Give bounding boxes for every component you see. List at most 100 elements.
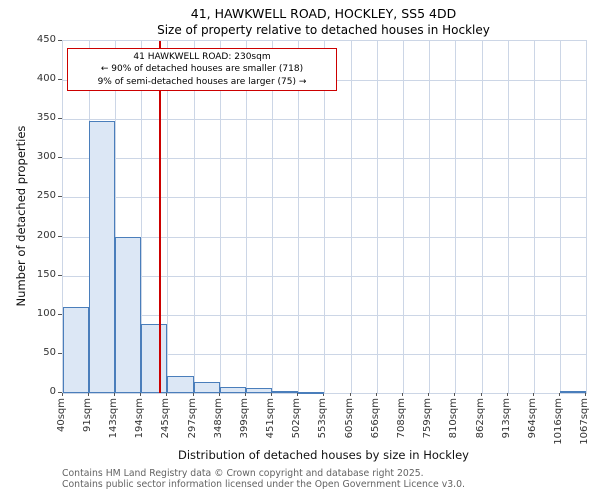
x-tick-mark bbox=[506, 393, 508, 396]
y-tick-label: 450 bbox=[36, 34, 56, 45]
grid-line-vertical bbox=[455, 41, 457, 393]
x-tick-label: 913sqm bbox=[500, 398, 512, 439]
x-tick-label: 656sqm bbox=[369, 398, 381, 439]
x-tick-label: 143sqm bbox=[108, 398, 120, 439]
x-tick-label: 708sqm bbox=[396, 398, 408, 439]
annotation-box: 41 HAWKWELL ROAD: 230sqm ← 90% of detach… bbox=[67, 48, 337, 92]
histogram-bar bbox=[115, 236, 142, 393]
chart-subtitle: Size of property relative to detached ho… bbox=[157, 23, 490, 37]
y-tick-mark bbox=[58, 79, 62, 81]
grid-line-vertical bbox=[115, 41, 117, 393]
x-tick-label: 759sqm bbox=[422, 398, 434, 439]
footer: Contains HM Land Registry data © Crown c… bbox=[62, 468, 465, 490]
grid-line-vertical bbox=[403, 41, 405, 393]
y-tick-label: 150 bbox=[36, 268, 56, 280]
x-tick-label: 1016sqm bbox=[553, 398, 565, 445]
grid-line-vertical bbox=[272, 41, 274, 393]
x-tick-mark bbox=[349, 393, 351, 396]
grid-line-vertical bbox=[141, 41, 143, 393]
x-tick-mark bbox=[140, 393, 142, 396]
x-tick-label: 348sqm bbox=[212, 398, 224, 439]
x-tick-label: 862sqm bbox=[474, 398, 486, 439]
histogram-bar bbox=[560, 391, 586, 394]
x-tick-mark bbox=[585, 393, 586, 396]
x-tick-mark bbox=[271, 393, 273, 396]
x-tick-mark bbox=[87, 393, 89, 396]
y-tick-mark bbox=[58, 392, 62, 393]
y-tick-mark bbox=[58, 352, 62, 354]
grid-line-vertical bbox=[167, 41, 169, 393]
y-tick-mark bbox=[58, 118, 62, 120]
y-tick-label: 250 bbox=[36, 190, 56, 202]
footer-line2: Contains public sector information licen… bbox=[62, 479, 465, 490]
y-tick-mark bbox=[58, 196, 62, 198]
x-tick-mark bbox=[192, 393, 194, 396]
y-tick-mark bbox=[58, 235, 62, 237]
x-tick-mark bbox=[375, 393, 377, 396]
x-tick-label: 399sqm bbox=[238, 398, 250, 439]
grid-line-vertical bbox=[324, 41, 326, 393]
x-tick-label: 40sqm bbox=[56, 398, 67, 433]
grid-line-vertical bbox=[560, 41, 562, 393]
histogram-bar bbox=[63, 306, 89, 393]
x-tick-mark bbox=[454, 393, 456, 396]
histogram-bar bbox=[88, 120, 116, 393]
x-tick-mark bbox=[323, 393, 325, 396]
histogram-bar bbox=[245, 388, 273, 393]
x-tick-mark bbox=[166, 393, 168, 396]
plot-area: 41 HAWKWELL ROAD: 230sqm ← 90% of detach… bbox=[62, 40, 587, 395]
annotation-line3: 9% of semi-detached houses are larger (7… bbox=[97, 76, 307, 87]
grid-line-vertical bbox=[533, 41, 535, 393]
histogram-bar bbox=[141, 324, 168, 393]
y-tick-label: 50 bbox=[43, 346, 56, 358]
grid-line-vertical bbox=[376, 41, 378, 393]
x-tick-label: 502sqm bbox=[291, 398, 303, 439]
histogram-bar bbox=[272, 391, 299, 394]
x-tick-mark bbox=[297, 393, 299, 396]
x-tick-mark bbox=[559, 393, 561, 396]
grid-line-vertical bbox=[481, 41, 483, 393]
x-tick-label: 605sqm bbox=[343, 398, 355, 439]
y-tick-mark bbox=[58, 313, 62, 315]
x-tick-label: 964sqm bbox=[526, 398, 538, 439]
grid-line-vertical bbox=[193, 41, 195, 393]
chart-title: 41, HAWKWELL ROAD, HOCKLEY, SS5 4DD bbox=[190, 6, 457, 21]
y-tick-mark bbox=[58, 274, 62, 276]
histogram-bar bbox=[219, 386, 246, 393]
annotation-line1: 41 HAWKWELL ROAD: 230sqm bbox=[133, 52, 271, 62]
x-tick-mark bbox=[532, 393, 534, 396]
y-tick-mark bbox=[58, 40, 62, 41]
histogram-bar bbox=[193, 382, 220, 393]
x-tick-mark bbox=[244, 393, 246, 396]
x-tick-label: 1067sqm bbox=[579, 398, 590, 445]
grid-line-vertical bbox=[245, 41, 247, 393]
y-tick-label: 400 bbox=[36, 73, 56, 85]
x-tick-label: 553sqm bbox=[317, 398, 329, 439]
x-tick-mark bbox=[480, 393, 482, 396]
property-size-marker-line bbox=[159, 41, 161, 393]
y-tick-label: 300 bbox=[36, 151, 56, 163]
x-tick-label: 91sqm bbox=[81, 398, 93, 433]
histogram-bar bbox=[167, 375, 194, 393]
grid-line-vertical bbox=[350, 41, 352, 393]
x-tick-label: 297sqm bbox=[186, 398, 198, 439]
footer-line1: Contains HM Land Registry data © Crown c… bbox=[62, 468, 424, 479]
y-tick-label: 100 bbox=[36, 307, 56, 319]
y-tick-label: 0 bbox=[49, 386, 56, 397]
x-tick-mark bbox=[428, 393, 430, 396]
grid-line-vertical bbox=[219, 41, 221, 393]
x-tick-mark bbox=[62, 393, 63, 396]
grid-line-vertical bbox=[429, 41, 431, 393]
grid-line-vertical bbox=[507, 41, 509, 393]
histogram-bar bbox=[298, 392, 325, 395]
x-tick-label: 245sqm bbox=[160, 398, 172, 439]
x-tick-mark bbox=[114, 393, 116, 396]
x-tick-mark bbox=[218, 393, 220, 396]
x-tick-mark bbox=[402, 393, 404, 396]
annotation-line2: ← 90% of detached houses are smaller (71… bbox=[100, 64, 304, 75]
x-tick-label: 451sqm bbox=[265, 398, 277, 439]
grid-line-vertical bbox=[298, 41, 300, 393]
y-axis-label: Number of detached properties bbox=[14, 125, 28, 307]
y-tick-label: 350 bbox=[36, 112, 56, 124]
x-tick-label: 810sqm bbox=[448, 398, 460, 439]
